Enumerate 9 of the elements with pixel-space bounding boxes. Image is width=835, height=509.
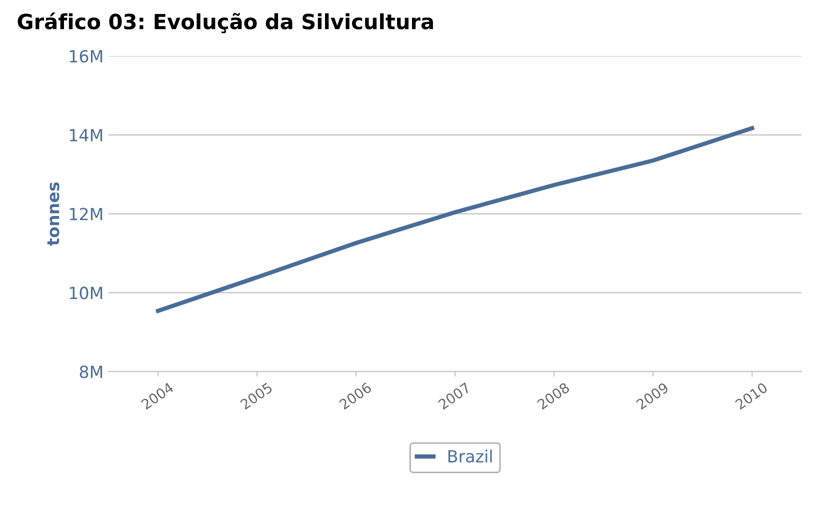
legend-label: Brazil (448, 450, 492, 463)
chart-title: Gráfico 03: Evolução da Silvicultura (18, 12, 433, 34)
y-tick-label: 10M (70, 286, 102, 300)
y-tick-label: 8M (80, 366, 102, 378)
y-axis-title: tonnes (47, 182, 60, 246)
line-series (156, 126, 754, 313)
y-tick-label: 12M (70, 208, 102, 220)
y-tick-label: 14M (70, 129, 102, 142)
y-tick-label: 16M (70, 50, 102, 63)
